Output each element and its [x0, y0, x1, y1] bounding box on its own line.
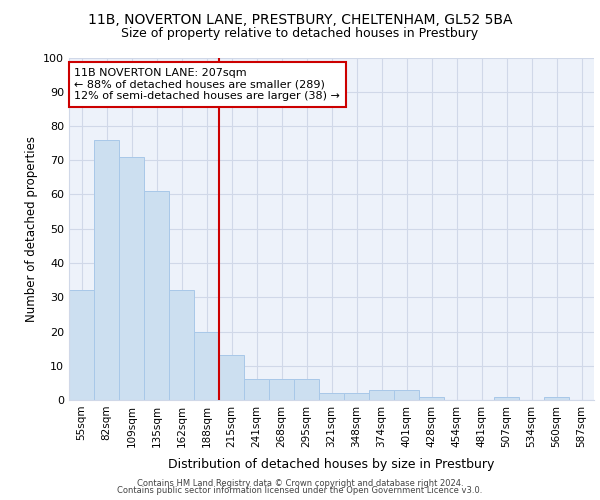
- Bar: [394, 390, 419, 400]
- Bar: [144, 191, 169, 400]
- Bar: [269, 380, 294, 400]
- Bar: [119, 157, 144, 400]
- Bar: [494, 396, 519, 400]
- Bar: [69, 290, 94, 400]
- Text: Size of property relative to detached houses in Prestbury: Size of property relative to detached ho…: [121, 28, 479, 40]
- Bar: [244, 380, 269, 400]
- Text: 11B, NOVERTON LANE, PRESTBURY, CHELTENHAM, GL52 5BA: 11B, NOVERTON LANE, PRESTBURY, CHELTENHA…: [88, 12, 512, 26]
- Y-axis label: Number of detached properties: Number of detached properties: [25, 136, 38, 322]
- Text: Contains public sector information licensed under the Open Government Licence v3: Contains public sector information licen…: [118, 486, 482, 495]
- Bar: [369, 390, 394, 400]
- Bar: [544, 396, 569, 400]
- Bar: [169, 290, 194, 400]
- Text: Contains HM Land Registry data © Crown copyright and database right 2024.: Contains HM Land Registry data © Crown c…: [137, 478, 463, 488]
- Text: 11B NOVERTON LANE: 207sqm
← 88% of detached houses are smaller (289)
12% of semi: 11B NOVERTON LANE: 207sqm ← 88% of detac…: [74, 68, 340, 101]
- Bar: [319, 393, 344, 400]
- Bar: [419, 396, 444, 400]
- Bar: [294, 380, 319, 400]
- X-axis label: Distribution of detached houses by size in Prestbury: Distribution of detached houses by size …: [169, 458, 494, 471]
- Bar: [344, 393, 369, 400]
- Bar: [219, 356, 244, 400]
- Bar: [94, 140, 119, 400]
- Bar: [194, 332, 219, 400]
